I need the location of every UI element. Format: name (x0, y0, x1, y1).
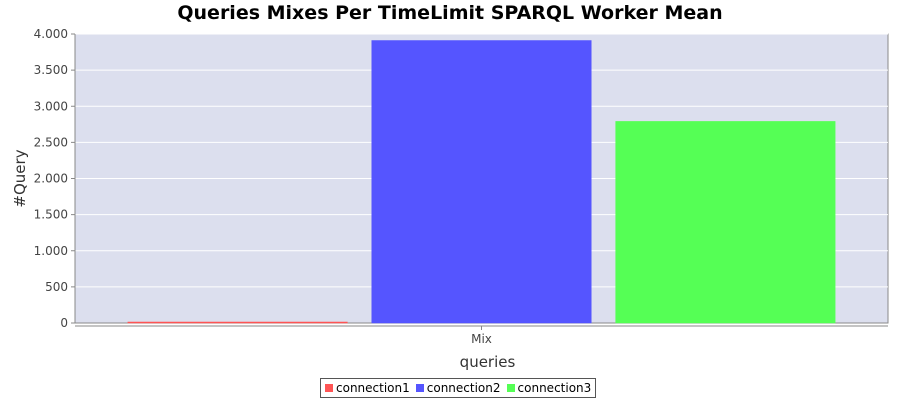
y-tick-label: 0 (60, 316, 68, 330)
legend-item: connection1 (325, 381, 410, 395)
legend-swatch (415, 384, 424, 392)
bar-connection2 (371, 40, 592, 324)
bars (127, 40, 836, 324)
y-tick-label: 4.000 (34, 27, 68, 41)
x-axis-label: queries (460, 353, 516, 371)
legend-swatch (325, 384, 333, 392)
legend-label: connection2 (426, 381, 501, 395)
legend-item: connection3 (506, 381, 592, 395)
chart-title: Queries Mixes Per TimeLimit SPARQL Worke… (177, 2, 723, 24)
y-tick-label: 500 (45, 280, 68, 294)
legend-label: connection1 (336, 381, 410, 395)
bar-connection1 (127, 321, 348, 324)
legend-item: connection2 (415, 381, 501, 395)
bar-connection3 (615, 121, 836, 324)
y-tick-label: 2.000 (34, 172, 68, 186)
legend-swatch (506, 384, 515, 392)
y-tick-label: 2.500 (34, 135, 68, 149)
legend: connection1 connection2 connection3 (320, 378, 597, 398)
y-axis-label: #Query (11, 149, 29, 207)
y-tick-label: 1.500 (34, 208, 68, 222)
y-tick-label: 3.000 (34, 99, 68, 113)
axes: 0 500 1.000 1.500 2.000 2.500 3.000 3.500 4.000 M… (34, 27, 888, 346)
y-tick-label: 3.500 (34, 63, 68, 77)
legend-label: connection3 (517, 381, 592, 395)
y-tick-label: 1.000 (34, 244, 68, 258)
x-tick-label: Mix (471, 332, 492, 346)
